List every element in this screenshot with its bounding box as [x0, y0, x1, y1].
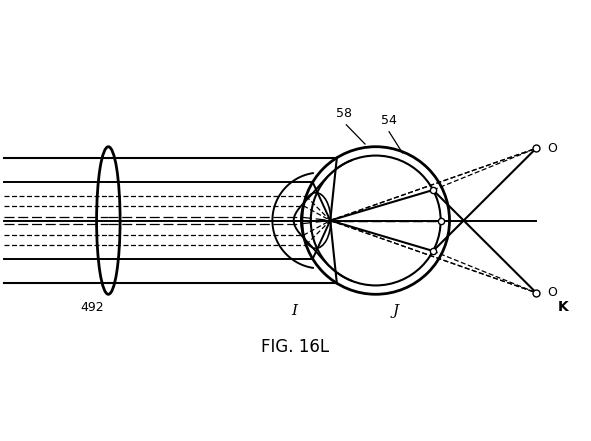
Text: J: J — [393, 303, 399, 318]
Text: O: O — [547, 286, 557, 299]
Text: FIG. 16L: FIG. 16L — [261, 337, 330, 355]
Text: I: I — [291, 303, 297, 318]
Text: 492: 492 — [80, 301, 104, 314]
Text: K: K — [557, 300, 569, 314]
Text: 58: 58 — [336, 107, 352, 120]
Text: 54: 54 — [381, 114, 397, 127]
Text: O: O — [547, 142, 557, 155]
